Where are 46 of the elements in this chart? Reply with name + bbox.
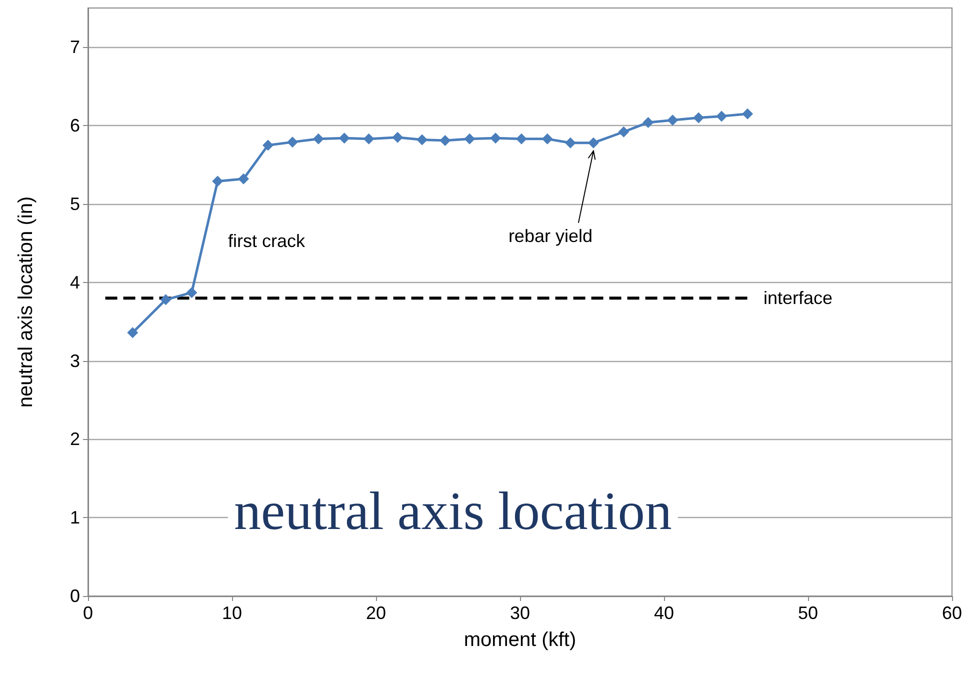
point bbox=[693, 112, 704, 124]
point bbox=[262, 140, 274, 151]
point bbox=[588, 137, 599, 148]
point bbox=[742, 108, 754, 120]
text: neutral axis location bbox=[234, 481, 672, 541]
point bbox=[440, 134, 451, 146]
y-tick-label: 5 bbox=[70, 194, 80, 214]
x-tick-label: 30 bbox=[510, 603, 530, 623]
point bbox=[212, 176, 224, 187]
point bbox=[186, 287, 198, 298]
x-tick-label: 20 bbox=[366, 603, 386, 623]
y-tick-label: 2 bbox=[70, 429, 80, 450]
annotation: rebar yield bbox=[508, 226, 592, 246]
x-tick-label: 50 bbox=[798, 603, 818, 623]
point bbox=[338, 132, 350, 144]
point bbox=[642, 116, 654, 128]
y-tick-label: 4 bbox=[70, 272, 80, 292]
y-tick-label: 1 bbox=[70, 508, 80, 528]
point bbox=[286, 136, 298, 148]
point bbox=[618, 126, 630, 138]
series-label: interface bbox=[764, 288, 833, 308]
point bbox=[490, 132, 502, 144]
point bbox=[516, 133, 527, 144]
point bbox=[363, 133, 374, 144]
x-tick-label: 10 bbox=[222, 603, 242, 623]
x-tick-label: 40 bbox=[654, 603, 674, 623]
x-tick-label: 0 bbox=[82, 603, 94, 623]
point bbox=[127, 327, 138, 338]
y-axis-title: neutral axis location (in) bbox=[15, 196, 37, 408]
y-tick-label: 3 bbox=[70, 350, 80, 371]
point bbox=[392, 132, 404, 143]
x-axis-title: moment (kft) bbox=[464, 629, 576, 651]
point bbox=[160, 294, 172, 306]
y-tick-label: 7 bbox=[70, 37, 80, 58]
point bbox=[667, 114, 678, 126]
point bbox=[542, 133, 553, 144]
annotation: first crack bbox=[228, 231, 306, 251]
y-tick-label: 6 bbox=[70, 116, 80, 136]
y-tick-label: 0 bbox=[70, 586, 80, 606]
x-tick-label: 60 bbox=[942, 603, 962, 623]
point bbox=[564, 137, 576, 148]
point bbox=[312, 133, 324, 144]
point bbox=[238, 173, 250, 184]
point bbox=[464, 133, 476, 144]
point bbox=[716, 110, 728, 122]
point bbox=[416, 134, 428, 146]
